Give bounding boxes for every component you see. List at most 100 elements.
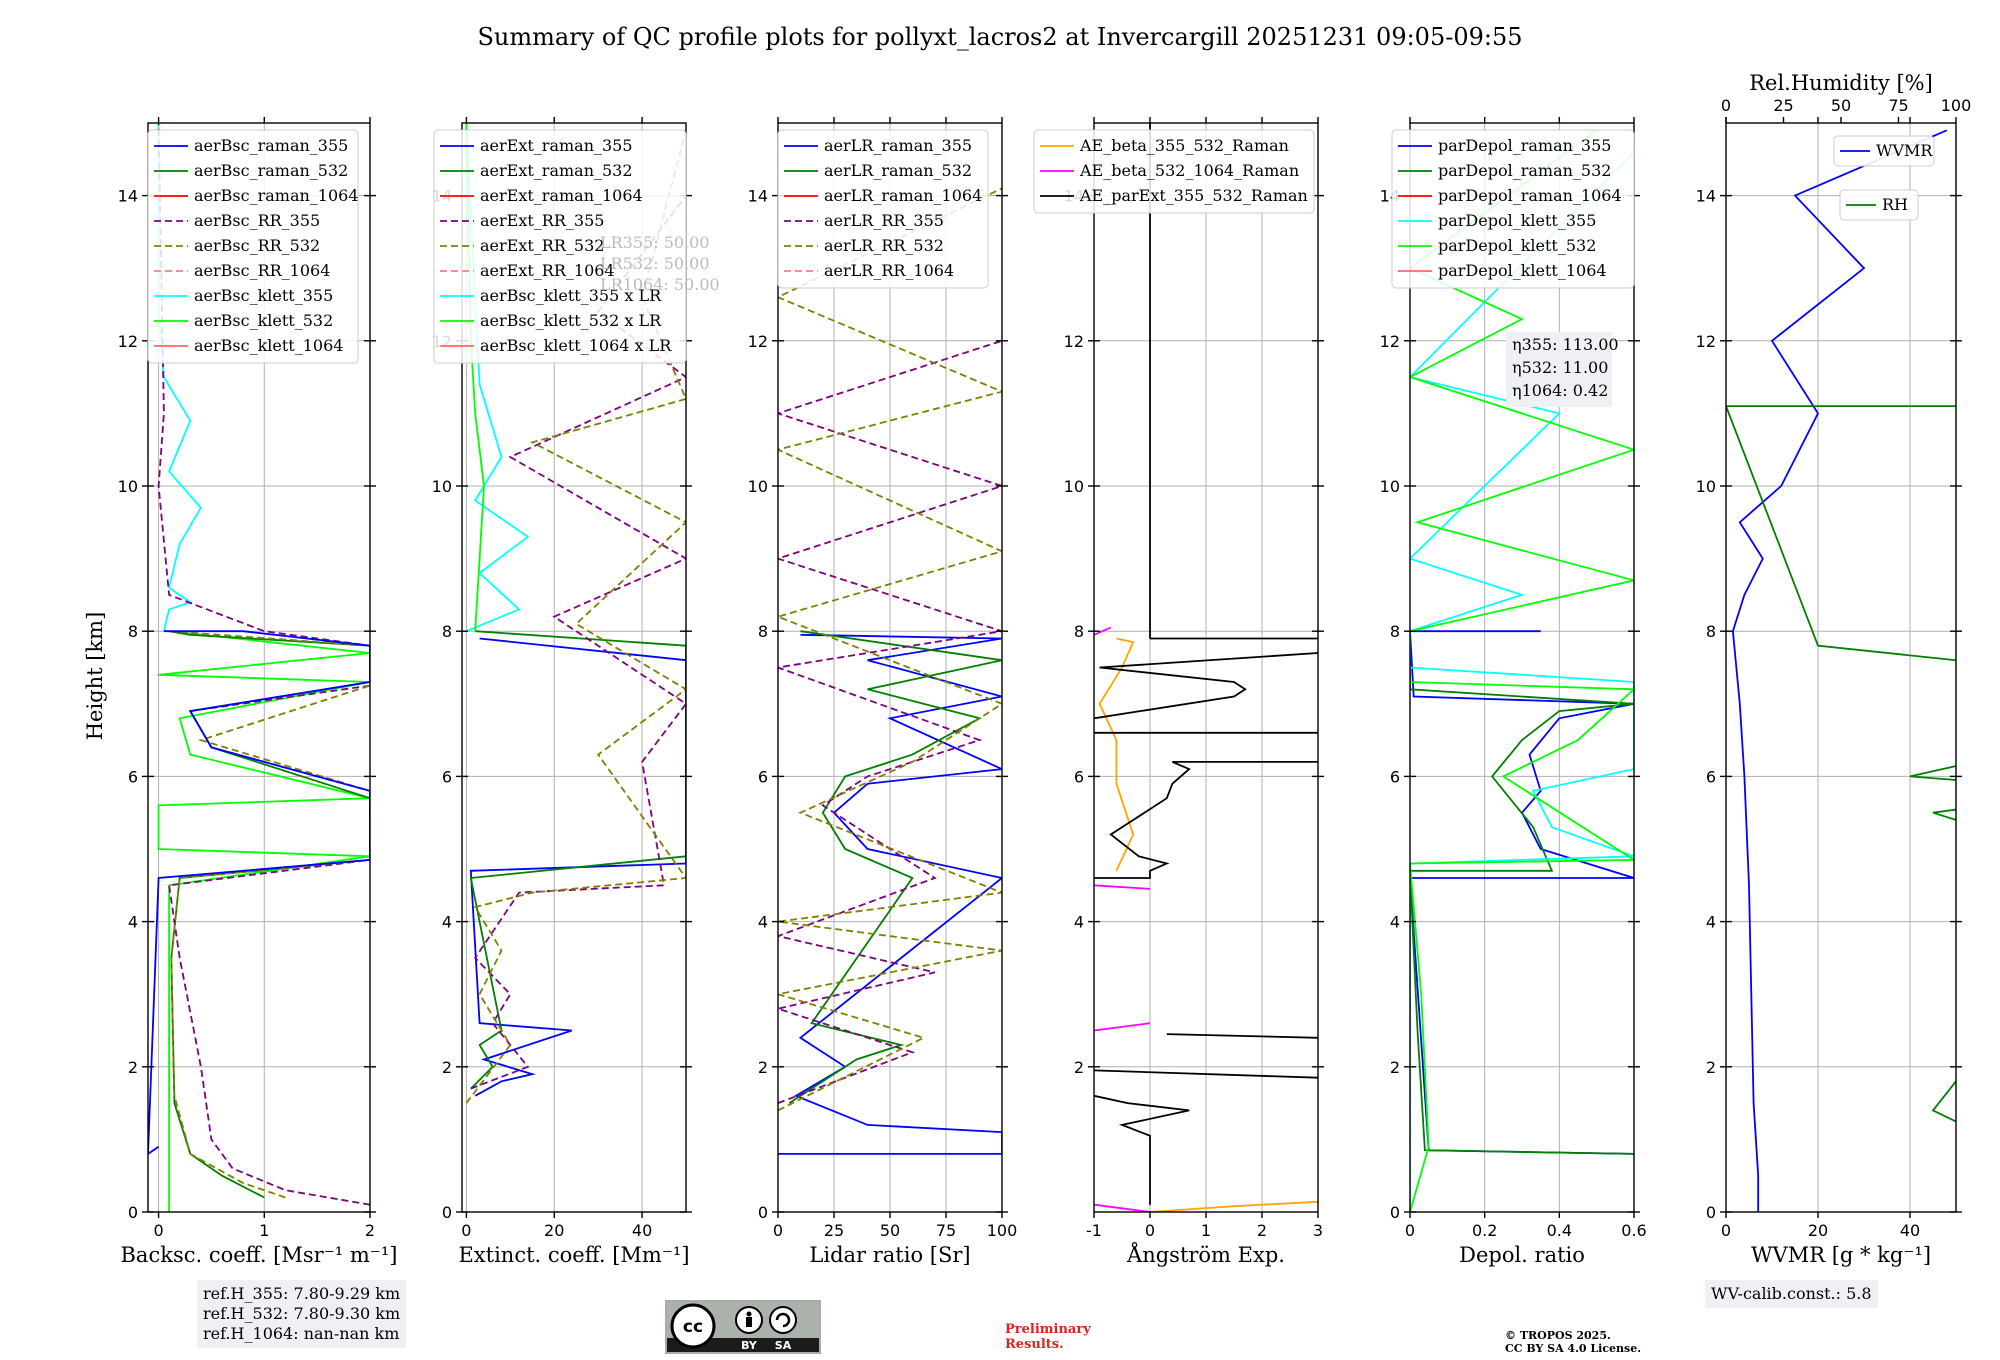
- lr-annotation: LR1064: 50.00: [600, 275, 720, 294]
- y-tick-label: 10: [1380, 477, 1400, 496]
- y-tick-label: 2: [442, 1058, 452, 1077]
- y-tick-label: 12: [748, 332, 768, 351]
- series-aerbsc-klett-355-x-lr: [465, 123, 530, 633]
- preliminary-line-1: Preliminary: [1005, 1322, 1091, 1337]
- y-tick-label: 12: [1064, 332, 1084, 351]
- series-ae-beta-355-532-raman: [1149, 1200, 1318, 1212]
- legend-label: parDepol_klett_355: [1438, 211, 1596, 230]
- wv-calib-const: WV-calib.const.: 5.8: [1711, 1284, 1872, 1303]
- legend-label: aerBsc_klett_532: [194, 311, 333, 330]
- y-tick-label: 8: [1074, 622, 1084, 641]
- y-tick-label: 4: [1706, 913, 1716, 932]
- series-aerbsc-rr-532: [169, 630, 370, 1199]
- panel-wvmr_rh: 0 2 4 6 8 10 12 14 0 20 40 WVMR [g * kg⁻¹] 0 25 50 75 10…: [1696, 71, 1972, 1267]
- legend-label: aerBsc_RR_1064: [194, 261, 330, 280]
- legend-label: RH: [1882, 195, 1908, 214]
- x-tick-label: 2: [1257, 1221, 1267, 1240]
- x-axis-label: Depol. ratio: [1459, 1243, 1585, 1267]
- series-pardepol-raman-355: [1410, 630, 1634, 1155]
- y-tick-label: 12: [1380, 332, 1400, 351]
- series-ae-parext-355-532-raman: [1094, 1094, 1190, 1205]
- copyright-line-2: CC BY SA 4.0 License.: [1505, 1342, 1642, 1355]
- x-axis-label: Ångström Exp.: [1126, 1242, 1285, 1267]
- legend-label: aerBsc_RR_355: [194, 211, 320, 230]
- legend-label: aerBsc_raman_532: [194, 161, 348, 180]
- legend: parDepol_raman_355 parDepol_raman_532 parD…: [1391, 129, 1635, 289]
- series-aerlr-rr-532: [778, 187, 1002, 1112]
- cc-sa-label: SA: [775, 1339, 792, 1352]
- y-axis-label: Height [km]: [83, 612, 107, 741]
- x-tick-label: 0: [1721, 1221, 1731, 1240]
- series-aerext-raman-532: [469, 630, 686, 1090]
- series-aerext-raman-355: [469, 637, 686, 1097]
- legend-label: AE_parExt_355_532_Raman: [1079, 186, 1308, 205]
- y-tick-label: 8: [128, 622, 138, 641]
- y-tick-label: 6: [442, 767, 452, 786]
- y-tick-label: 10: [432, 477, 452, 496]
- top-axis-label: Rel.Humidity [%]: [1749, 71, 1933, 95]
- series-pardepol-klett-532: [1410, 129, 1634, 1212]
- plot-frame: [147, 122, 371, 1213]
- y-tick-label: 2: [1706, 1058, 1716, 1077]
- y-tick-label: 12: [1696, 332, 1716, 351]
- x-tick-label: 1: [259, 1221, 269, 1240]
- lr-annotation: LR355: 50.00: [600, 233, 710, 252]
- legend-label: aerLR_raman_532: [824, 161, 972, 180]
- eta-annotation: η355: 113.00: [1512, 335, 1619, 354]
- legend: WVMR RH: [1833, 135, 1935, 221]
- x-tick-label: 2: [365, 1221, 375, 1240]
- legend-label: aerExt_RR_355: [480, 211, 604, 230]
- y-tick-label: 0: [128, 1203, 138, 1222]
- ref-height-355: ref.H_355: 7.80-9.29 km: [203, 1284, 401, 1303]
- top-x-tick-label: 50: [1831, 96, 1851, 115]
- y-tick-label: 4: [758, 913, 768, 932]
- cc-license-badge: cc BY SA: [665, 1300, 821, 1354]
- legend-label: parDepol_raman_532: [1438, 161, 1611, 180]
- legend-label: aerLR_raman_1064: [824, 186, 982, 205]
- x-tick-label: 1: [1201, 1221, 1211, 1240]
- y-tick-label: 6: [1390, 767, 1400, 786]
- x-tick-label: 0.6: [1621, 1221, 1646, 1240]
- series-ae-parext-355-532-raman: [1094, 1069, 1318, 1079]
- y-tick-label: 10: [118, 477, 138, 496]
- x-tick-label: 0: [773, 1221, 783, 1240]
- x-tick-label: 0: [153, 1221, 163, 1240]
- y-tick-label: 0: [1706, 1203, 1716, 1222]
- legend: aerLR_raman_355 aerLR_raman_532 aerLR_rama…: [777, 129, 989, 289]
- top-x-tick-label: 75: [1888, 96, 1908, 115]
- y-tick-label: 0: [758, 1203, 768, 1222]
- legend-label: aerExt_RR_1064: [480, 261, 615, 280]
- y-tick-label: 14: [748, 187, 768, 206]
- legend-label: parDepol_raman_355: [1438, 136, 1611, 155]
- series-rh: [1726, 405, 1956, 1123]
- x-tick-label: 0.2: [1472, 1221, 1497, 1240]
- copyright-line-1: © TROPOS 2025.: [1505, 1329, 1611, 1342]
- legend-box: [433, 129, 687, 364]
- legend-label: aerExt_raman_532: [480, 161, 633, 180]
- series-ae-beta-532-1064-raman: [1094, 626, 1112, 636]
- legend-label: aerBsc_klett_1064: [194, 336, 343, 355]
- legend-label: aerExt_raman_1064: [480, 186, 643, 205]
- legend-label: aerBsc_raman_355: [194, 136, 348, 155]
- legend-box: [1839, 189, 1919, 221]
- legend-label: aerLR_RR_1064: [824, 261, 954, 280]
- legend: AE_beta_355_532_Raman AE_beta_532_1064_Ra…: [1033, 129, 1315, 214]
- top-x-tick-label: 100: [1941, 96, 1972, 115]
- y-tick-label: 10: [1696, 477, 1716, 496]
- y-tick-label: 8: [1390, 622, 1400, 641]
- series-aerext-rr-532: [465, 130, 686, 1104]
- y-tick-label: 14: [118, 187, 138, 206]
- y-tick-label: 6: [758, 767, 768, 786]
- cc-logo-icon: [670, 1303, 716, 1349]
- copyright-note: © TROPOS 2025. CC BY SA 4.0 License.: [1505, 1329, 1641, 1355]
- series-pardepol-klett-355: [1410, 151, 1634, 1212]
- legend-label: aerBsc_RR_532: [194, 236, 320, 255]
- x-tick-label: 100: [987, 1221, 1018, 1240]
- legend-label: aerLR_RR_355: [824, 211, 944, 230]
- plot-frame: [461, 122, 687, 1213]
- top-x-tick-label: 25: [1773, 96, 1793, 115]
- series-ae-parext-355-532-raman: [1094, 652, 1318, 720]
- legend-box: [147, 129, 359, 364]
- lr-annotation: LR532: 50.00: [600, 254, 710, 273]
